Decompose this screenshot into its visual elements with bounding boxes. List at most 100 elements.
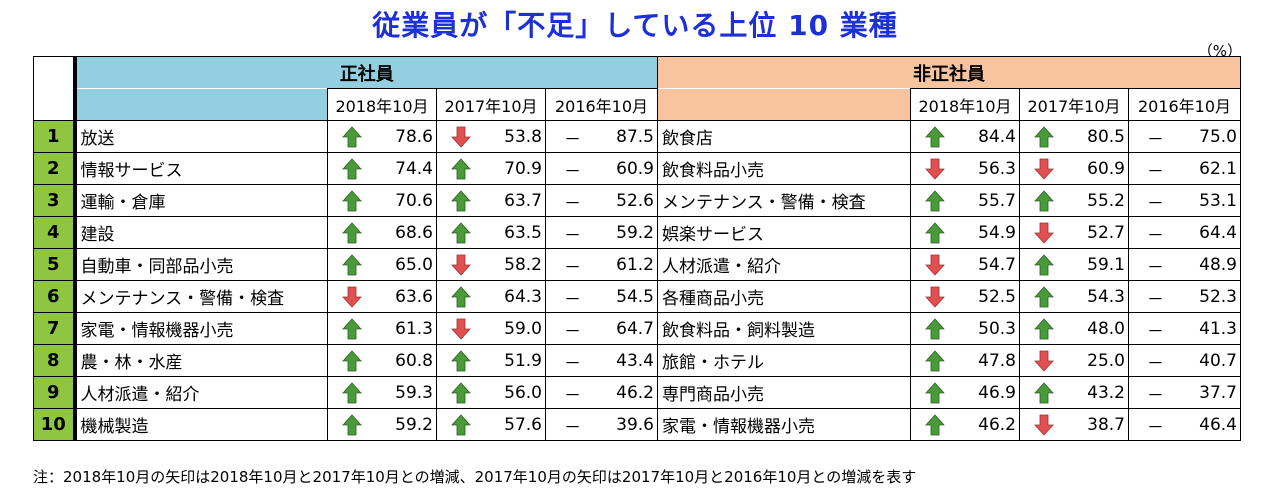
- value-text: 84.4: [978, 126, 1016, 147]
- dash-mark: －: [564, 322, 581, 342]
- footnote: 注：2018年10月の矢印は2018年10月と2017年10月との増減、2017…: [33, 468, 917, 486]
- regular-industry-cell: 家電・情報機器小売: [72, 312, 328, 345]
- regular-industry-cell: 建設: [72, 216, 328, 249]
- unit-label: （%）: [1197, 42, 1242, 60]
- value-text: 54.5: [616, 286, 654, 307]
- value-text: 48.9: [1199, 254, 1237, 275]
- rank-cell: 2: [33, 152, 75, 185]
- regular-industry-cell: 情報サービス: [72, 152, 328, 185]
- value-text: 56.0: [504, 382, 542, 403]
- non-regular-value-cell: － 75.0: [1128, 120, 1241, 153]
- value-text: 80.5: [1087, 126, 1125, 147]
- non-regular-industry-cell: 飲食店: [657, 120, 911, 153]
- regular-value-cell: 74.4: [327, 152, 437, 185]
- regular-value-cell: － 60.9: [545, 152, 658, 185]
- table-row: 3 運輸・倉庫 70.6 63.7 － 52.6 メンテナンス・警備・検査 55.7 55.2 －…: [33, 184, 1241, 217]
- up-arrow-icon: [451, 190, 471, 212]
- dash-mark: －: [1147, 162, 1164, 182]
- dash-mark: －: [1147, 226, 1164, 246]
- dash-mark: －: [564, 226, 581, 246]
- year-header: 2016年10月: [545, 88, 658, 121]
- non-regular-value-cell: 50.3: [910, 312, 1020, 345]
- table-row: 6 メンテナンス・警備・検査 63.6 64.3 － 54.5 各種商品小売 52.5 54.3…: [33, 280, 1241, 313]
- up-arrow-icon: [451, 286, 471, 308]
- value-text: 61.2: [616, 254, 654, 275]
- value-text: 54.7: [978, 254, 1016, 275]
- year-header: 2017年10月: [436, 88, 546, 121]
- regular-value-cell: 59.2: [327, 408, 437, 441]
- value-text: 53.1: [1199, 190, 1237, 211]
- up-arrow-icon: [451, 222, 471, 244]
- non-regular-employee-header: 非正社員: [657, 56, 1241, 89]
- non-regular-industry-cell: 各種商品小売: [657, 280, 911, 313]
- non-regular-value-cell: － 40.7: [1128, 344, 1241, 377]
- value-text: 78.6: [395, 126, 433, 147]
- non-regular-value-cell: － 37.7: [1128, 376, 1241, 409]
- non-regular-industry-cell: 飲食料品小売: [657, 152, 911, 185]
- page-title: 従業員が「不足」している上位 10 業種: [372, 9, 898, 42]
- up-arrow-icon: [925, 318, 945, 340]
- regular-value-cell: － 52.6: [545, 184, 658, 217]
- regular-value-cell: 60.8: [327, 344, 437, 377]
- down-arrow-icon: [1034, 158, 1054, 180]
- value-text: 70.6: [395, 190, 433, 211]
- regular-value-cell: － 43.4: [545, 344, 658, 377]
- regular-value-cell: 65.0: [327, 248, 437, 281]
- value-text: 87.5: [616, 126, 654, 147]
- rank-cell: 3: [33, 184, 75, 217]
- regular-value-cell: 70.9: [436, 152, 546, 185]
- regular-value-cell: 57.6: [436, 408, 546, 441]
- rank-cell: 1: [33, 120, 75, 153]
- value-text: 46.4: [1199, 414, 1237, 435]
- value-text: 46.2: [978, 414, 1016, 435]
- regular-value-cell: － 39.6: [545, 408, 658, 441]
- down-arrow-icon: [451, 254, 471, 276]
- non-regular-value-cell: － 46.4: [1128, 408, 1241, 441]
- regular-value-cell: 59.3: [327, 376, 437, 409]
- value-text: 41.3: [1199, 318, 1237, 339]
- down-arrow-icon: [925, 254, 945, 276]
- regular-value-cell: － 54.5: [545, 280, 658, 313]
- value-text: 60.9: [616, 158, 654, 179]
- rank-cell: 7: [33, 312, 75, 345]
- table-row: 8 農・林・水産 60.8 51.9 － 43.4 旅館・ホテル 47.8 25.0 － 40.7: [33, 344, 1241, 377]
- non-regular-value-cell: 52.7: [1019, 216, 1129, 249]
- regular-industry-cell: 自動車・同部品小売: [72, 248, 328, 281]
- value-text: 59.1: [1087, 254, 1125, 275]
- up-arrow-icon: [1034, 190, 1054, 212]
- up-arrow-icon: [342, 318, 362, 340]
- regular-industry-cell: 運輸・倉庫: [72, 184, 328, 217]
- up-arrow-icon: [1034, 254, 1054, 276]
- regular-value-cell: － 87.5: [545, 120, 658, 153]
- non-regular-value-cell: 55.2: [1019, 184, 1129, 217]
- value-text: 59.3: [395, 382, 433, 403]
- regular-value-cell: 61.3: [327, 312, 437, 345]
- non-regular-value-cell: 38.7: [1019, 408, 1129, 441]
- value-text: 58.2: [504, 254, 542, 275]
- value-text: 60.8: [395, 350, 433, 371]
- dash-mark: －: [564, 258, 581, 278]
- value-text: 52.6: [616, 190, 654, 211]
- non-regular-value-cell: 54.3: [1019, 280, 1129, 313]
- regular-value-cell: － 46.2: [545, 376, 658, 409]
- value-text: 64.4: [1199, 222, 1237, 243]
- regular-value-cell: － 59.2: [545, 216, 658, 249]
- regular-value-cell: 78.6: [327, 120, 437, 153]
- value-text: 48.0: [1087, 318, 1125, 339]
- dash-mark: －: [1147, 290, 1164, 310]
- value-text: 59.2: [616, 222, 654, 243]
- value-text: 75.0: [1199, 126, 1237, 147]
- value-text: 63.5: [504, 222, 542, 243]
- up-arrow-icon: [925, 382, 945, 404]
- down-arrow-icon: [1034, 350, 1054, 372]
- non-regular-industry-cell: メンテナンス・警備・検査: [657, 184, 911, 217]
- down-arrow-icon: [451, 318, 471, 340]
- value-text: 38.7: [1087, 414, 1125, 435]
- regular-industry-cell: 機械製造: [72, 408, 328, 441]
- value-text: 63.7: [504, 190, 542, 211]
- value-text: 59.0: [504, 318, 542, 339]
- year-header: 2018年10月: [910, 88, 1020, 121]
- non-regular-industry-cell: 飲食料品・飼料製造: [657, 312, 911, 345]
- dash-mark: －: [1147, 322, 1164, 342]
- regular-value-cell: 70.6: [327, 184, 437, 217]
